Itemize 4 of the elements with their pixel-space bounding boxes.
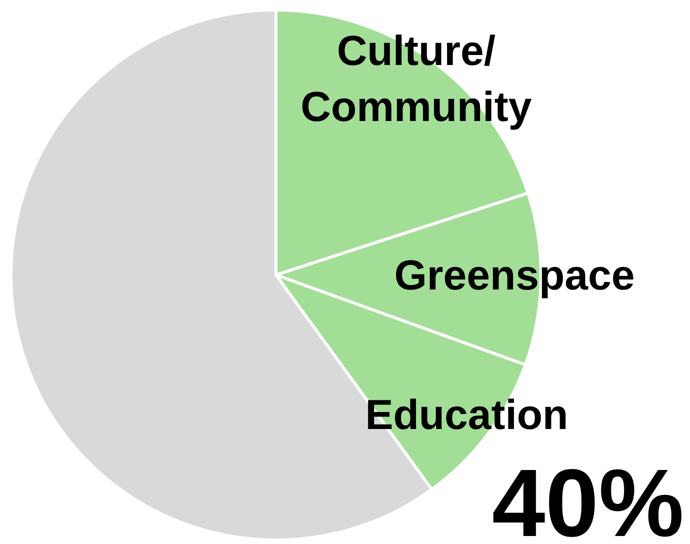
slice-label: Education	[365, 391, 568, 438]
slice-label: Culture/Community	[300, 27, 532, 130]
slice-label: Greenspace	[394, 252, 635, 299]
text: 40%	[492, 450, 684, 544]
